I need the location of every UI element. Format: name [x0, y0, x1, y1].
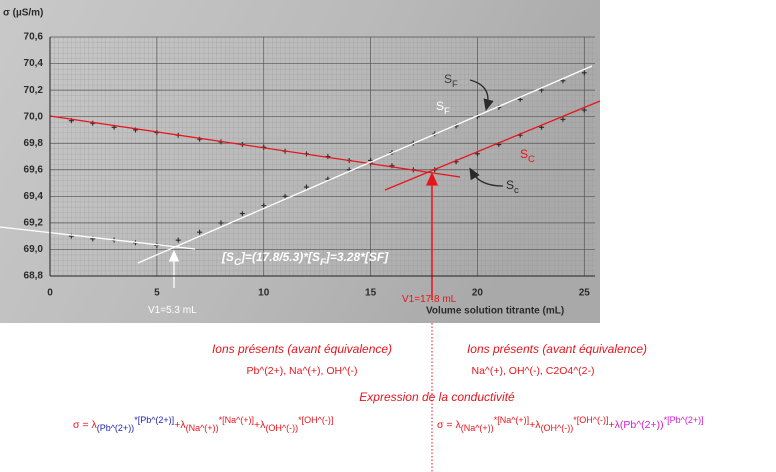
y-tick-label: 69,4	[24, 191, 44, 202]
subscript: c	[514, 185, 519, 196]
annotation-text: S	[436, 99, 444, 113]
formula-part: *[Na^(+)]	[219, 415, 254, 425]
fit-line	[137, 65, 593, 264]
formula: σ = λ(Na^(+))*[Na^(+)]+λ(OH^(-))*[OH^(-)…	[437, 415, 704, 433]
formula-part: σ = λ	[73, 419, 97, 431]
data-point	[282, 193, 288, 199]
formula-part: (Na^(+))	[186, 423, 219, 433]
section-heading: Ions présents (avant équivalence)	[467, 342, 647, 356]
y-tick-label: 68,8	[24, 271, 44, 282]
x-tick-label: 0	[47, 288, 53, 299]
y-tick-label: 70,4	[24, 58, 44, 69]
section-heading: Ions présents (avant équivalence)	[212, 342, 392, 356]
annotation: V1=5.3 mL	[148, 305, 197, 316]
annotation-text: ]=(17.8/5.3)*[S	[239, 250, 320, 264]
subscript: F	[452, 79, 458, 90]
formula-part: *[OH^(-)]	[573, 415, 608, 425]
x-tick-label: 10	[258, 288, 270, 299]
annotation: SC	[520, 147, 535, 165]
subscript: C	[234, 257, 242, 268]
subscript: F	[444, 106, 450, 117]
fit-line	[49, 115, 461, 178]
data-point	[197, 229, 203, 235]
data-point	[303, 184, 309, 190]
annotation: V1=17.8 mL	[402, 294, 457, 305]
data-point	[560, 116, 566, 122]
y-tick-label: 69,6	[24, 164, 44, 175]
annotation-text: ]=3.28*[SF]	[324, 250, 389, 264]
fit-lines	[0, 65, 601, 300]
section-title: Expression de la conductivité	[359, 390, 515, 404]
data-point	[261, 203, 267, 209]
annotation: [SC]=(17.8/5.3)*[SF]=3.28*[SF]	[221, 250, 389, 268]
subscript: F	[320, 257, 327, 268]
formula-part: (OH^(-))	[265, 423, 298, 433]
annotation: Sc	[506, 178, 519, 196]
y-tick-label: 70,0	[24, 111, 44, 122]
formula-part: *[Pb^(2+)]	[664, 415, 704, 425]
annotation-text: S	[520, 147, 528, 161]
formula: σ = λ(Pb^(2+))*[Pb^(2+)]+λ(Na^(+))*[Na^(…	[73, 415, 333, 433]
fit-line	[384, 100, 601, 191]
data-point	[90, 120, 96, 126]
arrow	[469, 79, 494, 112]
formula-part: +λ	[174, 419, 186, 431]
formula-part: *[Na^(+)]	[494, 415, 529, 425]
data-point	[581, 70, 587, 76]
y-tick-label: 69,2	[24, 218, 44, 229]
formula-part: (Pb^(2+))	[97, 423, 134, 433]
annotation-text: [S	[221, 250, 234, 264]
y-tick-label: 70,6	[24, 32, 44, 43]
formula-part: +λ	[254, 419, 266, 431]
annotation-text: V1=17.8 mL	[402, 294, 457, 305]
formula-part: +	[609, 419, 615, 431]
data-point	[218, 220, 224, 226]
formula-part: (OH^(-))	[541, 423, 574, 433]
formula-part: (Na^(+))	[461, 423, 494, 433]
subscript: C	[528, 154, 535, 165]
formula-part: +λ	[529, 419, 541, 431]
x-axis-label: Volume solution titrante (mL)	[426, 306, 564, 317]
annotation: SF	[444, 72, 458, 90]
formula-part: *[OH^(-)]	[298, 415, 333, 425]
ion-list: Na^(+), OH^(-), C2O4^(2-)	[472, 365, 595, 377]
y-tick-label: 69,8	[24, 138, 44, 149]
formula-part: λ(Pb^(2+))	[615, 419, 664, 431]
x-tick-label: 5	[154, 288, 160, 299]
fit-line	[0, 226, 196, 250]
y-tick-label: 70,2	[24, 85, 44, 96]
x-tick-label: 20	[472, 288, 484, 299]
data-point	[197, 136, 203, 142]
formula-part: σ = λ	[437, 419, 461, 431]
formula-part: *[Pb^(2+)]	[134, 415, 174, 425]
data-point	[175, 237, 181, 243]
annotation: SF	[436, 99, 450, 117]
y-tick-label: 69,0	[24, 244, 44, 255]
annotation-text: V1=5.3 mL	[148, 305, 197, 316]
arrow	[469, 167, 504, 187]
x-tick-label: 25	[579, 288, 591, 299]
y-axis-label: σ (µS/m)	[3, 8, 43, 19]
data-point	[239, 211, 245, 217]
x-tick-label: 15	[365, 288, 377, 299]
annotation-text: S	[444, 72, 452, 86]
grid	[49, 36, 595, 277]
ion-list: Pb^(2+), Na^(+), OH^(-)	[246, 365, 357, 377]
annotation-text: S	[506, 178, 514, 192]
data-point	[581, 107, 587, 113]
